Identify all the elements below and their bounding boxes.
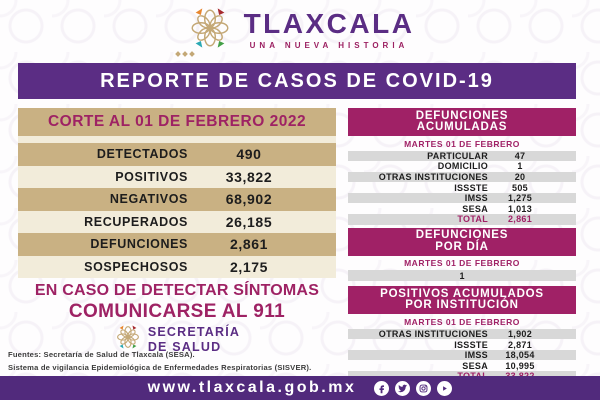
- youtube-icon: [437, 380, 453, 396]
- section-date: MARTES 01 DE FEBRERO: [404, 138, 520, 149]
- diamond-decoration: [175, 51, 195, 57]
- table-row: IMSS 1,275: [348, 192, 576, 204]
- table-row: NEGATIVOS 68,902: [18, 188, 336, 211]
- section-date: MARTES 01 DE FEBRERO: [404, 316, 520, 327]
- brand-tagline: UNA NUEVA HISTORIA: [249, 41, 409, 50]
- table-row: OTRAS INSTITUCIONES 20: [348, 171, 576, 183]
- divider: [18, 136, 336, 143]
- section-title: DEFUNCIONES POR DÍA: [348, 227, 576, 256]
- table-row: SESA 10,995: [348, 360, 576, 371]
- diamond-icon: [175, 51, 181, 57]
- row-value: 2,871: [507, 339, 533, 350]
- report-title-banner: REPORTE DE CASOS DE COVID-19: [18, 63, 576, 99]
- row-value: 68,902: [225, 191, 273, 208]
- statistics-column: DEFUNCIONES ACUMULADAS MARTES 01 DE FEBR…: [348, 108, 576, 382]
- row-value: 1,275: [507, 193, 533, 204]
- row-value: 33,822: [225, 168, 273, 185]
- table-row: OTRAS INSTITUCIONES 1,902: [348, 328, 576, 340]
- section-title: DEFUNCIONES ACUMULADAS: [348, 108, 576, 136]
- row-value: 490: [236, 146, 262, 163]
- table-row: PARTICULAR 47: [348, 150, 576, 162]
- notice-line-2: COMUNICARSE AL 911: [68, 301, 286, 322]
- row-label: RECUPERADOS: [84, 214, 188, 229]
- salud-line-1: SECRETARÍA: [147, 325, 241, 340]
- table-row: ISSSTE 2,871: [348, 339, 576, 350]
- section-title-line-1: POSITIVOS ACUMULADOS: [380, 287, 544, 300]
- source-line-1: Fuentes: Secretaría de Salud de Tlaxcala…: [8, 350, 195, 359]
- footer-bar: www.tlaxcala.gob.mx: [0, 376, 600, 400]
- row-value: 10,995: [505, 360, 535, 371]
- section-title: POSITIVOS ACUMULADOS POR INSTITUCIÓN: [348, 286, 576, 315]
- row-label: ISSSTE: [454, 182, 488, 193]
- salud-flower-logo-icon: [114, 323, 142, 356]
- single-value-row: 1: [348, 270, 576, 282]
- summary-table: CORTE AL 01 DE FEBRERO 2022 DETECTADOS 4…: [18, 108, 336, 278]
- row-value: 18,054: [505, 350, 535, 361]
- row-label: DETECTADOS: [96, 147, 188, 162]
- diamond-icon: [182, 51, 188, 57]
- row-label: OTRAS INSTITUCIONES: [378, 328, 488, 339]
- health-ministry-logo: SECRETARÍA DE SALUD: [18, 323, 336, 356]
- section-title-line-1: DEFUNCIONES: [415, 109, 509, 122]
- row-value: 26,185: [225, 213, 273, 230]
- section-positives-by-institution: POSITIVOS ACUMULADOS POR INSTITUCIÓN MAR…: [348, 286, 576, 382]
- section-date: MARTES 01 DE FEBRERO: [404, 258, 520, 269]
- table-row: SESA 1,013: [348, 203, 576, 214]
- notice-line-1: EN CASO DE DETECTAR SÍNTOMAS: [34, 282, 320, 299]
- row-label: POSITIVOS: [115, 169, 188, 184]
- row-label: ISSSTE: [454, 339, 488, 350]
- row-value: 2,861: [229, 236, 269, 253]
- section-deaths-accumulated: DEFUNCIONES ACUMULADAS MARTES 01 DE FEBR…: [348, 108, 576, 225]
- row-value: 1,013: [507, 203, 533, 214]
- table-row: POSITIVOS 33,822: [18, 165, 336, 188]
- row-label: DOMICILIO: [437, 161, 488, 172]
- row-label: NEGATIVOS: [109, 192, 188, 207]
- row-label: IMSS: [464, 350, 488, 361]
- twitter-icon: [395, 380, 411, 396]
- brand-name: TLAXCALA: [243, 8, 415, 39]
- table-row: SOSPECHOSOS 2,175: [18, 255, 336, 278]
- page-header: TLAXCALA UNA NUEVA HISTORIA: [0, 0, 600, 60]
- summary-title: CORTE AL 01 DE FEBRERO 2022: [47, 113, 307, 130]
- sources-note: Fuentes: Secretaría de Salud de Tlaxcala…: [8, 349, 352, 375]
- row-value: 505: [512, 182, 528, 193]
- row-label: TOTAL: [457, 214, 488, 225]
- salud-text: SECRETARÍA DE SALUD: [148, 325, 240, 354]
- section-deaths-per-day: DEFUNCIONES POR DÍA MARTES 01 DE FEBRERO…: [348, 227, 576, 282]
- section-title-line-2: ACUMULADAS: [416, 121, 508, 133]
- row-label: SESA: [462, 360, 488, 371]
- row-label: IMSS: [464, 193, 488, 204]
- table-row: DEFUNCIONES 2,861: [18, 233, 336, 256]
- row-label: PARTICULAR: [427, 150, 488, 161]
- table-row: DETECTADOS 490: [18, 143, 336, 166]
- social-icons: [374, 380, 453, 396]
- row-value: 1,902: [507, 328, 533, 339]
- symptoms-notice: EN CASO DE DETECTAR SÍNTOMAS COMUNICARSE…: [18, 282, 336, 323]
- row-label: SESA: [462, 203, 488, 214]
- salud-line-2: DE SALUD: [147, 339, 222, 354]
- section-title-line-2: POR DÍA: [435, 240, 489, 253]
- table-row: ISSSTE 505: [348, 182, 576, 193]
- section-title-line-2: POR INSTITUCIÓN: [405, 299, 519, 312]
- row-value: 2,175: [229, 258, 269, 275]
- table-row: IMSS 18,054: [348, 349, 576, 361]
- facebook-icon: [374, 380, 390, 396]
- diamond-icon: [189, 51, 195, 57]
- section-title-line-1: DEFUNCIONES: [415, 229, 509, 242]
- row-label: OTRAS INSTITUCIONES: [378, 171, 488, 182]
- table-row-total: TOTAL 2,861: [348, 214, 576, 225]
- table-row: RECUPERADOS 26,185: [18, 210, 336, 233]
- row-value: 20: [514, 171, 526, 182]
- row-label: DEFUNCIONES: [90, 237, 188, 252]
- row-label: SOSPECHOSOS: [84, 259, 188, 274]
- row-value: 2,861: [507, 214, 533, 225]
- row-value: 1: [517, 161, 523, 172]
- website-url: www.tlaxcala.gob.mx: [147, 379, 357, 396]
- brand-block: TLAXCALA UNA NUEVA HISTORIA: [243, 8, 415, 51]
- table-row: DOMICILIO 1: [348, 161, 576, 172]
- instagram-icon: [416, 380, 432, 396]
- tlaxcala-flower-logo-icon: [186, 4, 234, 57]
- row-value: 47: [514, 150, 526, 161]
- source-line-2: Sistema de vigilancia Epidemiológica de …: [8, 362, 312, 372]
